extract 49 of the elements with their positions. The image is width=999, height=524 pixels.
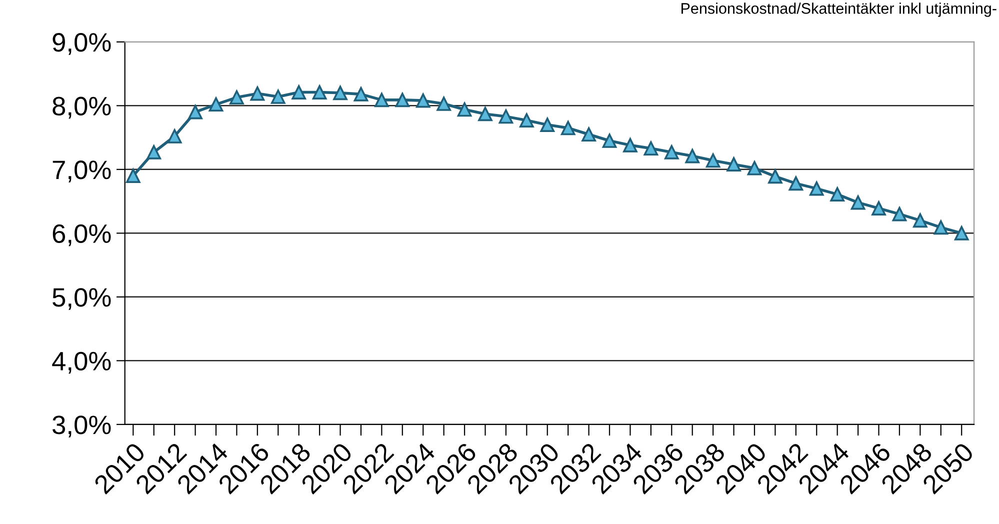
point — [354, 87, 368, 102]
y-tick-label: 7,0% — [52, 160, 111, 182]
point — [188, 104, 202, 120]
point — [892, 206, 907, 222]
point — [664, 145, 679, 160]
point — [788, 176, 804, 191]
point — [374, 92, 389, 108]
point — [644, 141, 658, 156]
point — [478, 106, 492, 122]
point — [167, 129, 182, 144]
point — [126, 168, 140, 183]
point — [540, 118, 555, 132]
point — [913, 213, 928, 228]
y-tick-label: 8,0% — [52, 96, 111, 119]
point — [623, 138, 638, 152]
point — [146, 145, 162, 160]
point — [685, 148, 700, 164]
point — [436, 96, 451, 111]
point — [520, 113, 534, 128]
chart-title: Pensionskostnad/Skatteintäkter inkl utjämning- — [682, 2, 996, 17]
point — [333, 86, 348, 100]
y-tick-label: 3,0% — [52, 416, 111, 438]
point — [582, 127, 596, 142]
point — [560, 120, 576, 136]
point — [230, 90, 244, 105]
y-tick-label: 5,0% — [52, 288, 111, 310]
y-tick-label: 9,0% — [52, 33, 111, 55]
point — [954, 226, 969, 240]
point — [830, 187, 844, 202]
point — [292, 85, 306, 100]
point — [416, 93, 430, 108]
point — [726, 157, 741, 172]
y-tick-label: 4,0% — [52, 352, 111, 374]
point — [602, 134, 617, 148]
point — [747, 160, 762, 176]
point — [768, 169, 782, 184]
point — [498, 109, 514, 124]
point — [872, 201, 886, 216]
point — [250, 86, 265, 101]
point — [934, 220, 948, 235]
y-tick-label: 6,0% — [52, 224, 111, 246]
point — [208, 97, 224, 112]
point — [850, 195, 866, 210]
point — [809, 181, 824, 196]
point — [312, 85, 327, 100]
point — [457, 102, 472, 117]
point — [706, 153, 720, 168]
point — [270, 90, 286, 104]
point — [395, 92, 410, 108]
